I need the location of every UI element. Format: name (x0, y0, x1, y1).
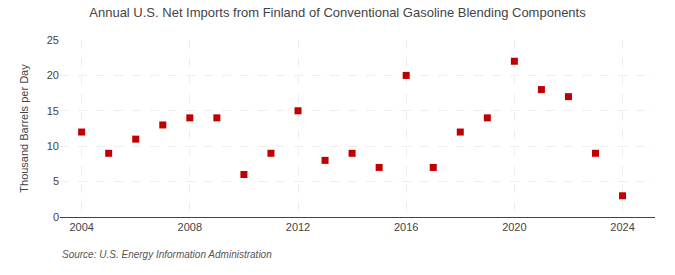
svg-text:2004: 2004 (69, 221, 93, 233)
svg-text:2016: 2016 (394, 221, 418, 233)
svg-text:Source: U.S. Energy Informatio: Source: U.S. Energy Information Administ… (62, 249, 272, 260)
svg-text:5: 5 (53, 175, 59, 187)
svg-text:15: 15 (47, 105, 59, 117)
svg-text:2008: 2008 (178, 221, 202, 233)
svg-text:2012: 2012 (286, 221, 310, 233)
svg-text:20: 20 (47, 69, 59, 81)
svg-text:Thousand Barrels per Day: Thousand Barrels per Day (18, 64, 30, 193)
svg-text:2020: 2020 (502, 221, 526, 233)
svg-text:2024: 2024 (610, 221, 634, 233)
svg-text:Annual U.S. Net Imports from F: Annual U.S. Net Imports from Finland of … (89, 5, 586, 20)
svg-text:25: 25 (47, 34, 59, 46)
svg-text:0: 0 (53, 211, 59, 223)
svg-text:10: 10 (47, 140, 59, 152)
